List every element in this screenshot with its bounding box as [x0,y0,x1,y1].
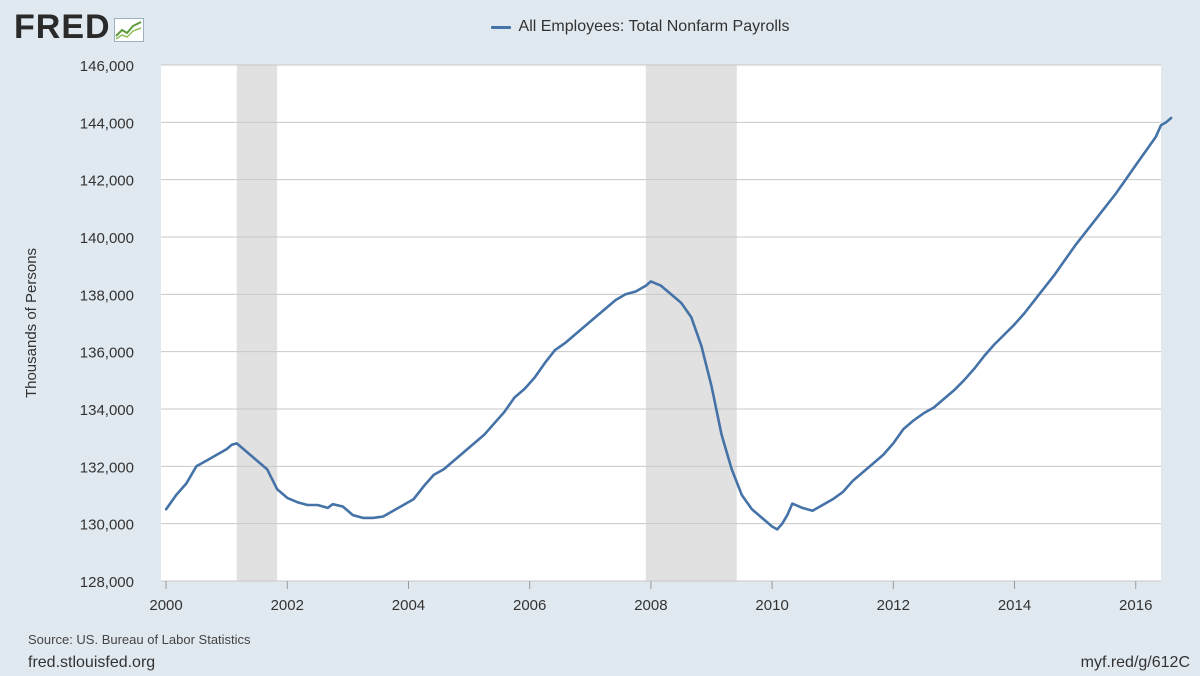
y-tick-label: 142,000 [80,173,134,190]
x-tick-label: 2010 [755,597,788,614]
x-tick-label: 2016 [1119,597,1152,614]
logo-text: FRED [14,8,111,46]
y-tick-label: 140,000 [80,230,134,247]
y-tick-label: 144,000 [80,115,134,132]
x-tick-label: 2012 [877,597,910,614]
x-tick-label: 2006 [513,597,546,614]
x-tick-label: 2000 [149,597,182,614]
x-tick-label: 2004 [392,597,425,614]
trend-graph-icon [113,18,144,42]
x-tick-label: 2014 [998,597,1031,614]
y-tick-label: 146,000 [80,58,134,75]
recession-band [645,65,737,581]
short-link[interactable]: myf.red/g/612C [1080,654,1190,671]
legend-label: All Employees: Total Nonfarm Payrolls [518,18,790,35]
y-tick-label: 132,000 [80,459,134,476]
y-tick-label: 128,000 [80,574,134,591]
line-chart: 128,000 130,000 132,000 134,000 136,000 138,0… [23,58,1173,614]
x-tick-label: 2008 [634,597,667,614]
x-tick-label: 2002 [271,597,304,614]
y-tick-label: 134,000 [80,402,134,419]
site-url[interactable]: fred.stlouisfed.org [28,654,156,671]
y-tick-label: 136,000 [80,345,134,362]
y-tick-label: 138,000 [80,287,134,304]
legend-swatch [490,25,511,29]
y-tick-label: 130,000 [80,517,134,534]
recession-band [236,65,278,581]
fred-logo[interactable]: FRED [14,10,144,44]
series-line [164,116,1173,531]
y-axis-label: Thousands of Persons [23,248,40,398]
source-note: Source: US. Bureau of Labor Statistics [28,632,251,647]
chart-legend: All Employees: Total Nonfarm Payrolls [80,18,1200,36]
